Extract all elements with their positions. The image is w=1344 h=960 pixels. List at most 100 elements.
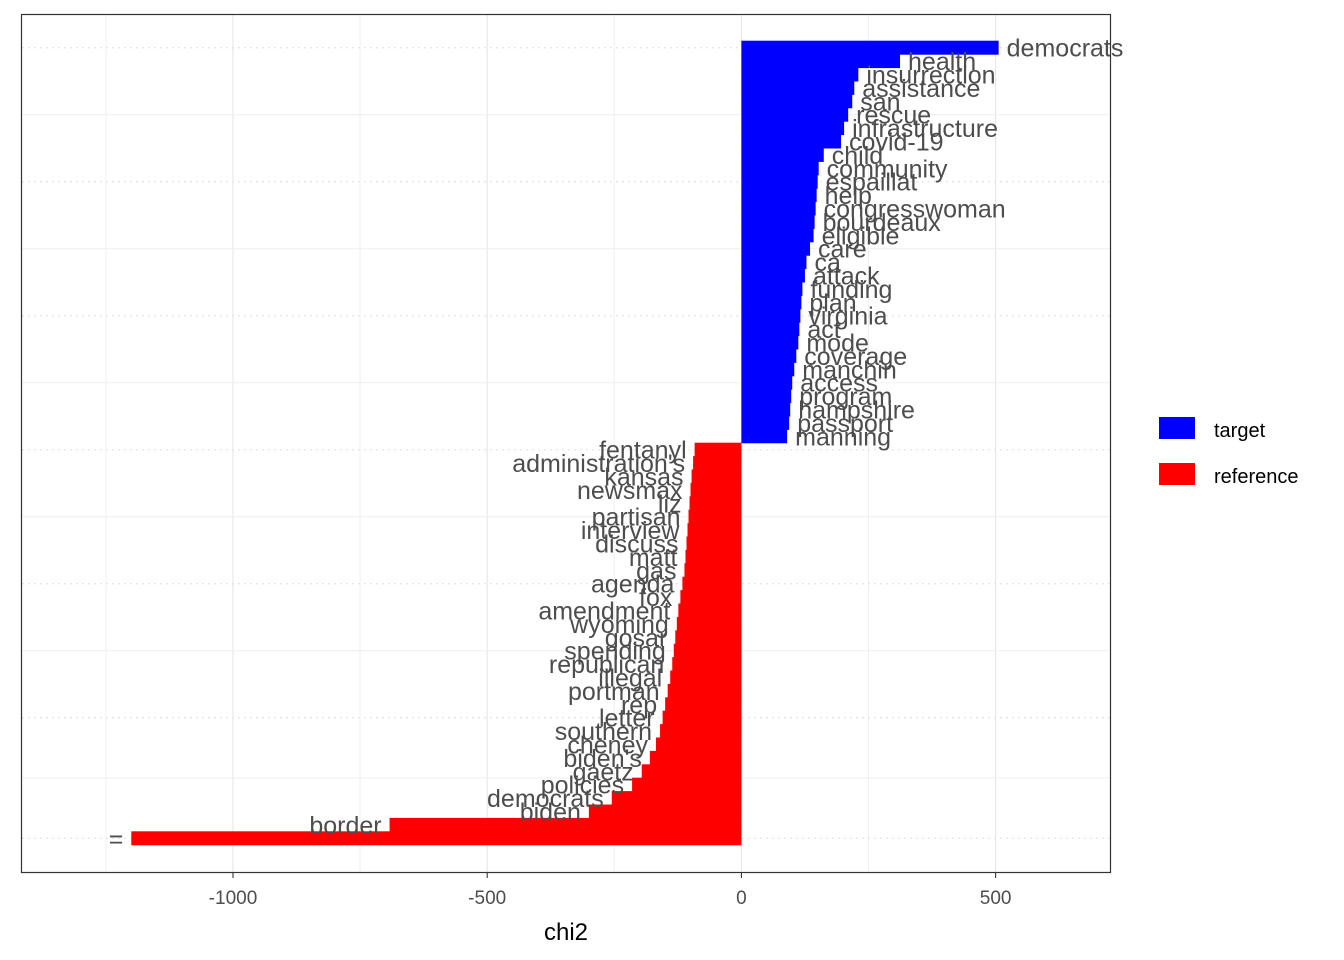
reference-bar-fox [680, 590, 742, 605]
reference-bar-biden [588, 804, 742, 819]
bar-label: access [800, 370, 878, 398]
reference-bar-discuss [686, 536, 742, 551]
x-tick-label: 0 [736, 888, 747, 909]
bar-label: wyoming [569, 611, 669, 639]
bars [131, 40, 999, 846]
bar-label: ca [814, 249, 841, 277]
bar-label: insurrection [866, 62, 995, 90]
bar-label: funding [810, 276, 892, 304]
target-bar-help [741, 188, 817, 203]
target-bar-democrats [741, 40, 999, 55]
bar-label: infrastructure [852, 115, 998, 143]
target-bar-assistance [741, 80, 855, 95]
target-bar-congresswoman [741, 201, 816, 216]
bar-label: coverage [804, 343, 907, 371]
reference-bar- [131, 831, 742, 846]
target-bar-manchin [741, 362, 795, 377]
reference-bar-kansas [691, 469, 742, 484]
bar-labels: democrats healthinsurrectionassistancesan… [109, 35, 1124, 854]
target-bar-espaillat [741, 174, 818, 189]
bar-label: rescue [856, 102, 931, 130]
reference-bar-border [389, 817, 742, 832]
x-axis-title: chi2 [544, 919, 588, 946]
bar-label: act [807, 316, 840, 344]
target-bar-care [741, 241, 811, 256]
bar-label: mode [806, 330, 869, 358]
reference-bar-democrats [611, 791, 742, 806]
target-bar-passport [741, 415, 790, 430]
target-bar-manning [741, 429, 788, 444]
legend-key-target [1159, 417, 1195, 439]
bar-label: fox [639, 584, 673, 612]
legend-label-reference: reference [1214, 466, 1299, 488]
bar-label: portman [568, 678, 660, 706]
target-bar-rescue [741, 107, 849, 122]
bar-label: passport [797, 410, 893, 438]
bar-label: democrats [487, 785, 604, 813]
bar-label: = [109, 825, 124, 853]
bar-label: liz [658, 490, 682, 518]
target-bar-program [741, 389, 792, 404]
bar-label: san [860, 88, 900, 116]
target-bar-infrastructure [741, 121, 845, 136]
bar-label: rep [621, 691, 657, 719]
bar-label: matt [629, 544, 678, 572]
plot-panel-border [20, 13, 1112, 874]
reference-bar-gaetz [641, 764, 742, 779]
reference-bar-gosar [675, 630, 742, 645]
reference-bar-interview [687, 523, 742, 538]
reference-bar-letter [662, 710, 742, 725]
reference-bar-spending [673, 643, 742, 658]
target-bar-funding [741, 281, 803, 296]
bar-label: covid-19 [849, 129, 944, 157]
bar-label: democrats [1007, 35, 1124, 63]
target-bar-hampshire [741, 402, 791, 417]
bar-label: border [309, 812, 381, 840]
bar-label: gosar [605, 624, 668, 652]
bar-label: community [827, 155, 948, 183]
bar-label: help [825, 182, 872, 210]
x-tick-label: -1000 [209, 888, 258, 909]
reference-bar-amendment [678, 603, 742, 618]
bar-label: bourdeaux [823, 209, 942, 237]
bar-label: kansas [604, 464, 683, 492]
bar-label: child [832, 142, 883, 170]
bar-label: health [908, 48, 976, 76]
target-bar-insurrection [741, 67, 859, 82]
reference-bar-fentanyl [694, 442, 742, 457]
target-bar-ca [741, 255, 807, 270]
legend-label-target: target [1214, 420, 1266, 442]
bar-label: amendment [538, 598, 670, 626]
bar-label: congresswoman [824, 196, 1006, 224]
bar-label: gaetz [573, 758, 634, 786]
bar-label: care [818, 236, 867, 264]
target-bar-plan [741, 295, 802, 310]
target-bar-health [741, 54, 901, 69]
reference-bar-gas [684, 563, 742, 578]
target-bar-coverage [741, 348, 797, 363]
bar-label: eligible [822, 222, 900, 250]
bar-label: policies [541, 772, 624, 800]
bar-label: plan [809, 289, 856, 317]
bar-label: gas [636, 557, 676, 585]
bar-label: agenda [591, 571, 675, 599]
grid-lines [22, 15, 1110, 872]
reference-bar-administration-s [693, 456, 742, 471]
reference-bar-illegal [670, 670, 742, 685]
target-bar-san [741, 94, 853, 109]
bar-label: partisan [592, 504, 681, 532]
bar-label: manchin [802, 356, 897, 384]
bar-label: manning [795, 423, 891, 451]
legend: target reference [1159, 417, 1299, 488]
target-bar-access [741, 375, 793, 390]
x-tick-label: 500 [980, 888, 1012, 909]
target-bar-mode [741, 335, 799, 350]
reference-bar-portman [667, 683, 742, 698]
bar-label: discuss [595, 531, 678, 559]
bar-label: interview [581, 517, 681, 545]
target-bar-eligible [741, 228, 814, 243]
bar-label: biden [520, 799, 581, 827]
bar-label: southern [555, 718, 652, 746]
reference-bar-republican [672, 657, 742, 672]
bar-label: letter [599, 705, 655, 733]
